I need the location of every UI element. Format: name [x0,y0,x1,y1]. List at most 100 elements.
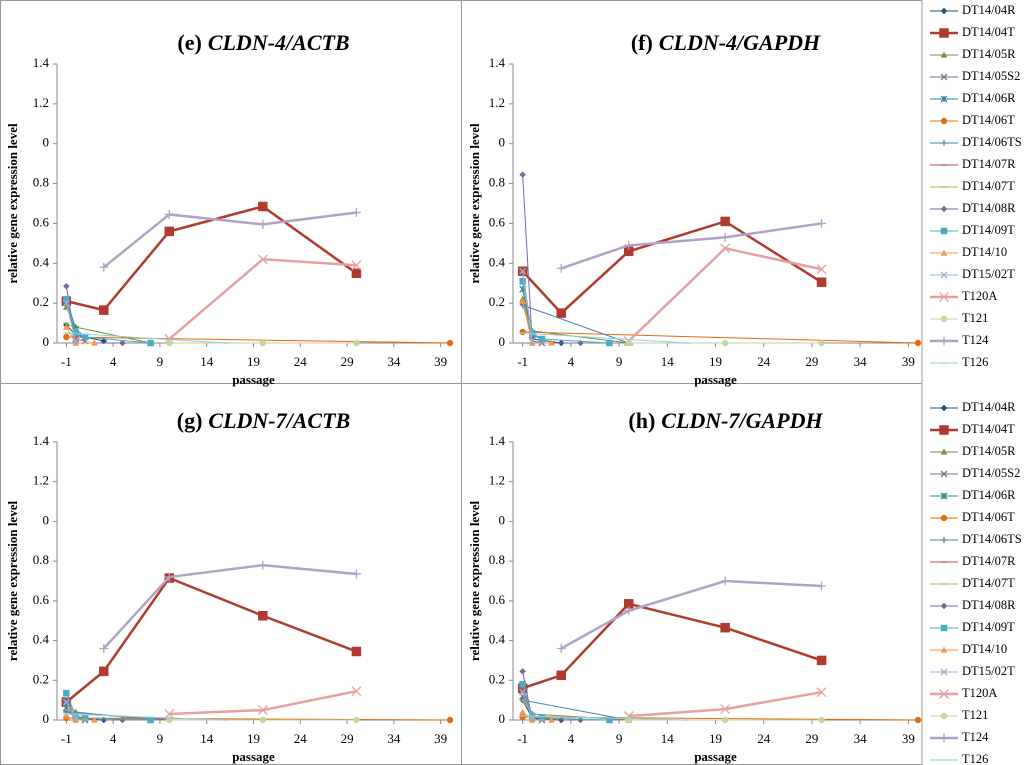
y-tick-label: 0.8 [33,175,49,190]
series-line [102,563,357,650]
marker [91,716,98,723]
legend-marker [941,537,947,543]
y-tick-label: 0.8 [489,552,505,567]
y-tick-label: 1.4 [33,433,50,448]
x-tick-label: 19 [247,354,260,369]
x-tick-label: 19 [709,731,722,746]
marker [816,655,827,666]
legend-label: T120A [962,686,997,700]
legend-marker [940,95,948,103]
marker [446,339,454,347]
series-line [103,211,357,269]
marker [556,644,566,654]
marker [63,282,70,290]
legend-label: T121 [962,708,988,722]
marker [259,339,267,347]
chart-title: (g) CLDN-7/ACTB [177,408,350,433]
legend-marker [939,689,949,699]
marker [351,646,362,657]
marker [353,716,360,724]
legend-label: DT14/10 [962,245,1007,259]
marker [816,687,827,698]
marker [351,207,361,217]
legend-marker [940,73,948,81]
x-tick-label: 39 [434,354,447,369]
y-tick-label: 0.2 [489,294,505,309]
legend-marker [940,249,948,256]
marker [257,254,268,265]
legend-label: DT14/09T [962,223,1015,237]
y-axis-label: relative gene expression level [5,123,20,284]
legend-label: DT14/10 [962,642,1007,656]
x-tick-label: 19 [247,731,260,746]
y-axis-label: relative gene expression level [467,123,482,284]
legend-marker [940,492,948,500]
series-line [66,332,226,344]
marker [625,339,632,347]
legend-label: T124 [962,333,989,347]
y-axis-label: relative gene expression level [467,501,482,662]
legend-label: DT14/05S2 [962,466,1020,480]
legend-label: T121 [962,311,988,325]
legend-marker [940,271,948,279]
x-tick-label: 19 [709,354,722,369]
marker [519,297,527,304]
y-tick-label: 1.2 [33,473,49,488]
legend-marker [940,470,948,478]
legend-marker [939,733,949,743]
y-tick-label: 0.2 [33,671,49,686]
y-tick-label: 0.4 [489,632,506,647]
x-tick-label: 29 [805,354,818,369]
marker [99,262,109,272]
legend-label: DT14/05R [962,47,1016,61]
x-tick-label: 24 [757,731,771,746]
x-axis-label: passage [232,749,275,764]
series-line [522,715,687,721]
legend-marker [940,668,948,676]
x-tick-label: 9 [157,731,164,746]
legend-label: T120A [962,289,997,303]
legend-marker [940,117,948,125]
y-tick-label: 0 [499,711,506,726]
panel-label: (h) [628,408,655,433]
legend-label: T124 [962,730,989,744]
series-line [522,271,533,342]
series-line [168,258,357,340]
marker [625,716,632,724]
marker [528,337,536,345]
legend-label: DT14/06R [962,91,1016,105]
y-tick-label: 1.4 [489,433,506,448]
marker [816,264,827,275]
legend-label: DT15/02T [962,664,1015,678]
marker [351,569,361,579]
x-tick-label: 24 [294,731,308,746]
y-tick-label: 0 [43,135,50,150]
marker [351,686,362,697]
legend-label: DT14/06TS [962,532,1022,546]
series-line [66,717,451,721]
marker [166,339,173,347]
chart-title: (h) CLDN-7/GAPDH [628,408,823,433]
legend-marker [941,140,947,146]
y-tick-label: 0.2 [33,294,49,309]
x-tick-label: 9 [616,731,623,746]
legend-marker [940,227,948,235]
x-tick-label: 34 [854,354,868,369]
legend-label: DT14/06T [962,510,1015,524]
marker [624,606,634,616]
marker [72,714,80,722]
marker [519,713,526,721]
series-line [522,332,687,344]
title-text: CLDN-7/ACTB [208,408,350,433]
legend-marker [940,448,948,455]
y-tick-label: 0.6 [489,592,506,607]
marker [91,339,98,346]
y-tick-label: 0.6 [33,214,50,229]
series-line [66,336,451,344]
series-line [65,299,151,344]
x-tick-label: 39 [902,731,915,746]
title-text: CLDN-7/GAPDH [661,408,823,433]
x-axis-label: passage [232,372,275,387]
marker [519,267,527,275]
